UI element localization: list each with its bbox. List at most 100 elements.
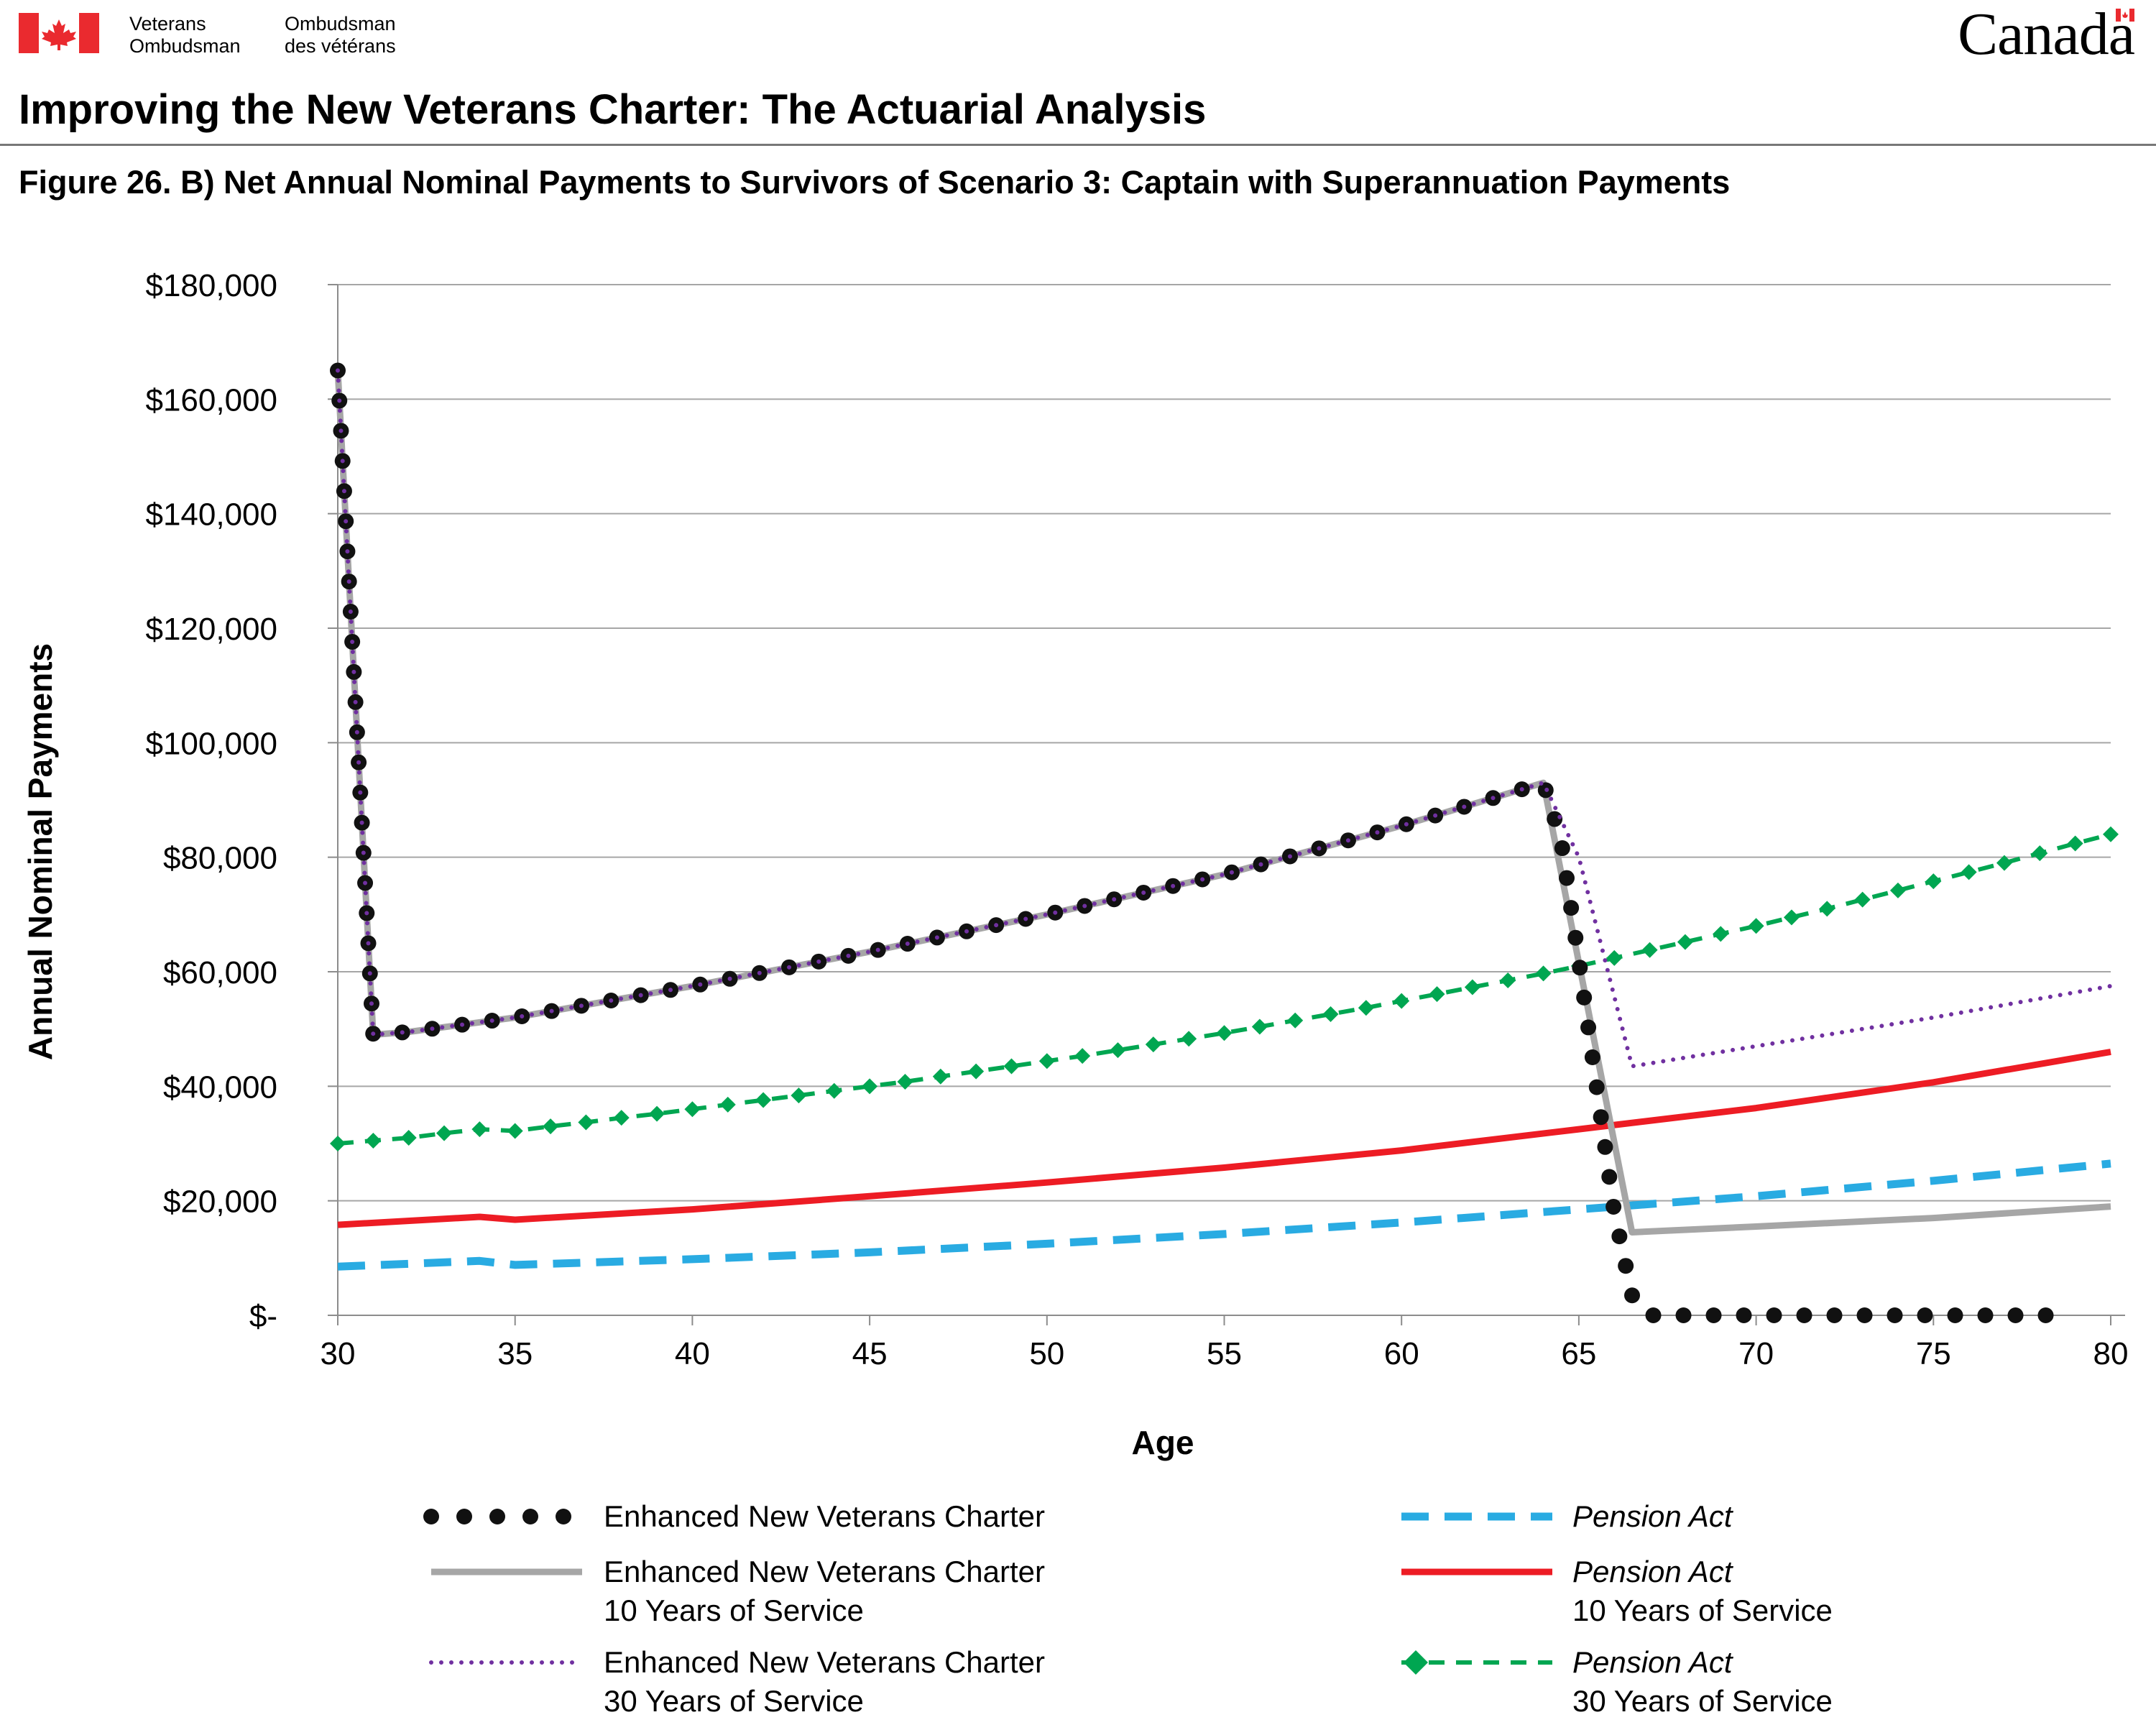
series-6-marker	[968, 1063, 985, 1080]
chart-axes: $- $20,000 $40,000 $60,000 $80,000 $100,000 $1…	[145, 268, 2128, 1371]
series-6-marker	[791, 1087, 807, 1104]
x-tick-label: 55	[1207, 1336, 1242, 1371]
series-6-marker	[932, 1068, 949, 1085]
chart-series	[330, 362, 2119, 1323]
series-6-marker	[1110, 1042, 1126, 1059]
y-tick-label: $-	[249, 1299, 277, 1334]
series-6-marker	[2103, 826, 2119, 842]
series-6-marker	[507, 1123, 523, 1139]
series-6-marker	[897, 1073, 913, 1090]
series-6-marker	[400, 1130, 417, 1146]
series-6-marker	[1535, 965, 1552, 982]
org-name-en-line1: Veterans	[129, 13, 206, 34]
chart-legend: Enhanced New Veterans Charter Enhanced Ne…	[423, 1499, 1833, 1718]
series-6-marker	[684, 1101, 701, 1118]
series-6-marker	[1003, 1058, 1020, 1075]
x-tick-label: 70	[1738, 1336, 1774, 1371]
canada-wordmark: Canada	[1958, 1, 2135, 68]
legend-label-6: Pension Act	[1572, 1645, 1734, 1679]
series-6-marker	[1251, 1018, 1268, 1035]
series-6-marker	[719, 1096, 736, 1113]
y-tick-label: $180,000	[145, 268, 277, 303]
header-divider	[0, 144, 2156, 146]
series-6-marker	[1358, 1000, 1374, 1016]
x-tick-label: 80	[2093, 1336, 2129, 1371]
series-6-marker	[1038, 1053, 1055, 1070]
series-6-marker	[1641, 942, 1658, 958]
x-axis-title: Age	[1132, 1424, 1194, 1461]
x-tick-label: 35	[497, 1336, 533, 1371]
legend-label-5: 10 Years of Service	[1572, 1593, 1833, 1627]
page-header: Veterans Ombudsman Ombudsman des vétéran…	[0, 0, 2156, 201]
series-6-marker	[1429, 986, 1445, 1003]
x-tick-label: 40	[675, 1336, 710, 1371]
series-6-marker	[1819, 901, 1835, 917]
series-6-marker	[1464, 979, 1480, 995]
x-tick-label: 65	[1561, 1336, 1596, 1371]
series-6-marker	[578, 1114, 594, 1131]
legend-label-2: Enhanced New Veterans Charter	[604, 1555, 1045, 1588]
series-6-marker	[436, 1125, 453, 1141]
legend-label-3: Enhanced New Veterans Charter	[604, 1645, 1045, 1679]
series-6-marker	[1216, 1025, 1233, 1041]
series-6-marker	[1606, 949, 1623, 966]
figure-title: Figure 26. B) Net Annual Nominal Payment…	[19, 164, 1731, 201]
series-6-marker	[755, 1092, 772, 1108]
x-tick-label: 30	[321, 1336, 356, 1371]
series-6-marker	[649, 1105, 665, 1122]
legend-label-3: 30 Years of Service	[604, 1684, 864, 1718]
legend-diamond-marker	[1404, 1650, 1428, 1675]
page-title: Improving the New Veterans Charter: The …	[19, 86, 1207, 133]
org-name-fr-line1: Ombudsman	[285, 13, 396, 34]
series-line-3	[336, 368, 2113, 1069]
series-6-marker	[1961, 864, 1977, 880]
series-line-1	[330, 362, 2083, 1323]
legend-label-2: 10 Years of Service	[604, 1593, 864, 1627]
series-6-marker	[1713, 926, 1729, 942]
series-6-marker	[1889, 882, 1906, 898]
y-tick-label: $20,000	[163, 1184, 277, 1220]
series-line-2	[334, 370, 2111, 1236]
y-axis-title: Annual Nominal Payments	[22, 643, 59, 1060]
y-tick-label: $120,000	[145, 612, 277, 647]
series-6-marker	[862, 1078, 878, 1095]
series-6-marker	[471, 1121, 488, 1138]
series-6-marker	[1677, 934, 1693, 950]
wordmark-flag-icon	[2116, 9, 2134, 22]
legend-label-6: 30 Years of Service	[1572, 1684, 1833, 1718]
series-6-marker	[1322, 1006, 1339, 1022]
series-line-5	[337, 1049, 2111, 1228]
y-tick-label: $60,000	[163, 955, 277, 990]
series-6-marker	[1287, 1012, 1304, 1029]
x-tick-label: 60	[1384, 1336, 1419, 1371]
x-tick-label: 45	[852, 1336, 888, 1371]
series-6-marker	[2067, 835, 2083, 852]
org-name-fr: Ombudsman des vétérans	[285, 13, 396, 58]
series-6-marker	[826, 1082, 842, 1099]
legend-label-5: Pension Act	[1572, 1555, 1734, 1588]
y-tick-label: $140,000	[145, 497, 277, 533]
series-6-marker	[1500, 972, 1516, 988]
org-name-en-line2: Ombudsman	[129, 35, 241, 57]
y-tick-label: $80,000	[163, 841, 277, 876]
series-6-marker	[1074, 1048, 1091, 1064]
series-6-marker	[1783, 909, 1800, 926]
canada-flag-icon	[19, 13, 99, 53]
series-6-marker	[365, 1133, 382, 1149]
x-tick-label: 75	[1916, 1336, 1951, 1371]
x-tick-label: 50	[1029, 1336, 1064, 1371]
series-6-marker	[1854, 891, 1871, 908]
series-6-marker	[330, 1136, 346, 1151]
y-tick-label: $40,000	[163, 1070, 277, 1105]
y-tick-label: $160,000	[145, 382, 277, 418]
series-6-marker	[1181, 1031, 1197, 1047]
series-6-marker	[1996, 855, 2012, 871]
legend-label-1: Enhanced New Veterans Charter	[604, 1499, 1045, 1533]
series-line-4	[337, 1159, 2111, 1271]
series-6-marker	[1145, 1036, 1161, 1053]
series-6-marker	[2032, 845, 2048, 862]
org-name-en: Veterans Ombudsman	[129, 13, 241, 58]
org-name-fr-line2: des vétérans	[285, 35, 396, 57]
series-6-marker	[1925, 873, 1942, 890]
